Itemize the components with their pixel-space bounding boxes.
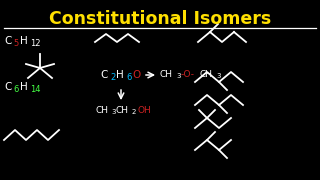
Text: 6: 6 (13, 85, 18, 94)
Text: H: H (20, 82, 28, 92)
Text: C: C (4, 82, 12, 92)
Text: 3: 3 (176, 73, 180, 79)
Text: 12: 12 (30, 39, 41, 48)
Text: H: H (116, 70, 124, 80)
Text: 2: 2 (132, 109, 136, 115)
Text: Constitutional Isomers: Constitutional Isomers (49, 10, 271, 28)
Text: 14: 14 (30, 85, 41, 94)
Text: CH: CH (160, 70, 173, 79)
Text: C: C (100, 70, 108, 80)
Text: 5: 5 (13, 39, 18, 48)
Text: CH: CH (95, 106, 108, 115)
Text: -O-: -O- (181, 70, 195, 79)
Text: H: H (20, 36, 28, 46)
Text: 6: 6 (126, 73, 132, 82)
Text: O: O (132, 70, 140, 80)
Text: 3: 3 (216, 73, 220, 79)
Text: CH: CH (116, 106, 129, 115)
Text: OH: OH (137, 106, 151, 115)
Text: CH: CH (200, 70, 213, 79)
Text: 3: 3 (111, 109, 116, 115)
Text: C: C (4, 36, 12, 46)
Text: 2: 2 (110, 73, 115, 82)
